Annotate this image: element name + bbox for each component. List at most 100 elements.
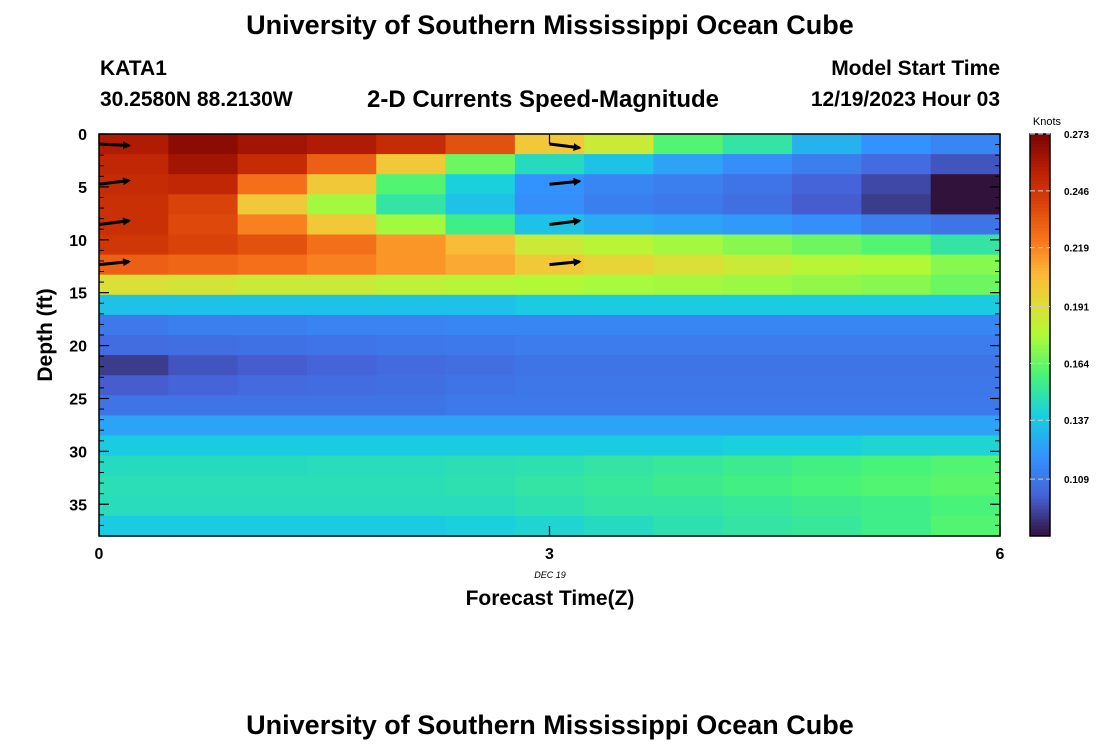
heatmap-cell: [653, 274, 724, 296]
y-tick-label: 25: [69, 391, 87, 408]
heatmap-cell: [653, 214, 724, 236]
colorbar-tick-label: 0.273: [1064, 130, 1089, 141]
heatmap-cell: [861, 395, 932, 416]
heatmap-cell: [168, 415, 239, 437]
colorbar-segment: [1030, 522, 1050, 527]
colorbar-segment: [1030, 291, 1050, 296]
heatmap-cell: [584, 214, 655, 236]
heatmap-cell: [514, 455, 585, 477]
heatmap-cell: [584, 314, 655, 336]
heatmap-cell: [306, 154, 377, 175]
colorbar-segment: [1030, 221, 1050, 225]
heatmap-cell: [722, 234, 793, 256]
colorbar-segment: [1030, 311, 1050, 316]
heatmap-cell: [237, 194, 308, 215]
heatmap-cell: [445, 314, 516, 336]
colorbar-segment: [1030, 391, 1050, 396]
colorbar-segment: [1030, 314, 1050, 319]
colorbar-segment: [1030, 308, 1050, 313]
heatmap-cell: [99, 355, 169, 376]
heatmap-cell: [237, 214, 308, 236]
heatmap-cell: [653, 355, 724, 376]
heatmap-cell: [445, 274, 516, 296]
heatmap-cell: [376, 515, 447, 537]
colorbar-segment: [1030, 301, 1050, 306]
heatmap-cell: [306, 375, 377, 396]
colorbar-segment: [1030, 237, 1050, 242]
heatmap-cell: [722, 214, 793, 236]
colorbar-segment: [1030, 455, 1050, 460]
colorbar-segment: [1030, 519, 1050, 524]
colorbar-segment: [1030, 465, 1050, 470]
heatmap-cell: [99, 435, 169, 457]
colorbar-segment: [1030, 492, 1050, 497]
colorbar-segment: [1030, 251, 1050, 256]
heatmap-cell: [861, 274, 932, 296]
colorbar-segment: [1030, 408, 1050, 413]
colorbar-tick-label: 0.219: [1064, 244, 1089, 255]
heatmap-cell: [584, 335, 655, 356]
heatmap-cell: [99, 194, 169, 215]
heatmap-cell: [653, 194, 724, 215]
current-vector-arrow: [549, 177, 582, 186]
heatmap-cell: [722, 134, 793, 155]
y-tick-label: 20: [69, 339, 87, 356]
heatmap-cell: [653, 294, 724, 316]
heatmap-cell: [376, 154, 447, 175]
heatmap-cell: [306, 455, 377, 477]
colorbar-segment: [1030, 180, 1050, 185]
current-vector-arrow: [549, 217, 582, 226]
colorbar-segment: [1030, 355, 1050, 359]
heatmap-cell: [99, 294, 169, 316]
colorbar-segment: [1030, 144, 1050, 148]
heatmap-cell: [237, 154, 308, 175]
colorbar-tick-label: 0.191: [1064, 303, 1089, 314]
colorbar-segment: [1030, 358, 1050, 363]
heatmap-cell: [653, 254, 724, 276]
colorbar-segment: [1030, 174, 1050, 179]
colorbar-segment: [1030, 177, 1050, 182]
colorbar-tick-label: 0.137: [1064, 416, 1089, 427]
heatmap-cell: [376, 415, 447, 437]
heatmap-cell: [930, 294, 1001, 316]
heatmap-cell: [514, 395, 585, 416]
heatmap-cell: [722, 274, 793, 296]
heatmap-cell: [376, 455, 447, 477]
colorbar-tick-label: 0.164: [1064, 359, 1089, 370]
y-tick-label: 10: [69, 233, 87, 250]
heatmap-cell: [306, 395, 377, 416]
colorbar-segment: [1030, 288, 1050, 292]
heatmap-cell: [722, 435, 793, 457]
colorbar-segment: [1030, 160, 1050, 165]
heatmap-cell: [376, 375, 447, 396]
colorbar-segment: [1030, 458, 1050, 463]
heatmap-cell: [861, 335, 932, 356]
colorbar-segment: [1030, 475, 1050, 480]
colorbar-segment: [1030, 331, 1050, 336]
heatmap-cell: [514, 375, 585, 396]
y-tick-label: 35: [69, 497, 87, 514]
heatmap-cell: [584, 134, 655, 155]
heatmap-cell: [861, 314, 932, 336]
heatmap-cell: [722, 335, 793, 356]
heatmap-cell: [792, 495, 862, 517]
heatmap-cell: [237, 234, 308, 256]
colorbar-segment: [1030, 398, 1050, 403]
heatmap-cell: [584, 355, 655, 376]
heatmap-cell: [99, 274, 169, 296]
heatmap-cell: [514, 495, 585, 517]
heatmap-cell: [237, 375, 308, 396]
current-vector-arrow: [549, 258, 582, 267]
heatmap-cell: [861, 294, 932, 316]
heatmap-cell: [99, 415, 169, 437]
heatmap-cell: [306, 335, 377, 356]
heatmap-cell: [653, 495, 724, 517]
heatmap-cell: [514, 435, 585, 457]
heatmap-cell: [99, 174, 169, 195]
heatmap-cell: [792, 395, 862, 416]
heatmap-cell: [99, 335, 169, 356]
heatmap-cell: [168, 314, 239, 336]
heatmap-cell: [584, 174, 655, 195]
heatmap-cell: [306, 194, 377, 215]
heatmap-cell: [237, 335, 308, 356]
